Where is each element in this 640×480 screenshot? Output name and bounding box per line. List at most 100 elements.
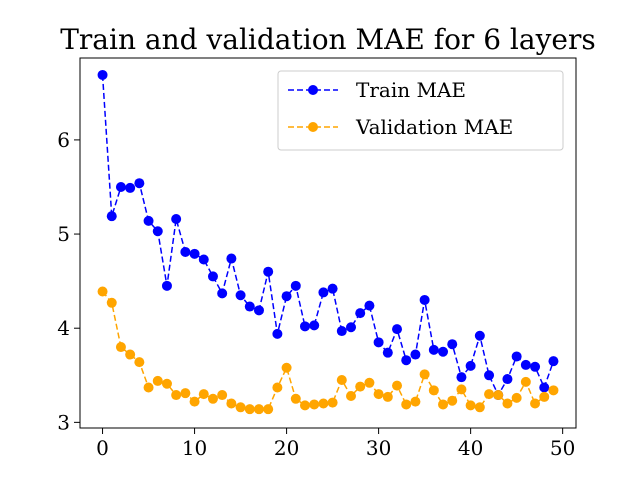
train-mae-point: [207, 271, 218, 282]
train-mae-point: [474, 330, 485, 341]
train-mae-point: [438, 346, 449, 357]
train-mae-point: [115, 181, 126, 192]
x-axis: 0 10 20 30 40 50: [96, 428, 575, 460]
legend: Train MAE Validation MAE: [277, 70, 564, 151]
validation-mae-point: [548, 385, 559, 396]
train-mae-point: [327, 283, 338, 294]
validation-mae-point: [189, 396, 200, 407]
train-mae-point: [346, 322, 357, 333]
validation-mae-point: [382, 391, 393, 402]
train-mae-point: [171, 213, 182, 224]
legend-train-label: Train MAE: [356, 78, 466, 102]
train-mae-point: [502, 374, 513, 385]
x-tick-label: 30: [366, 436, 391, 460]
train-mae-point: [318, 287, 329, 298]
train-mae-point: [511, 351, 522, 362]
validation-mae-point: [520, 376, 531, 387]
validation-mae-point: [299, 400, 310, 411]
train-mae-point: [152, 226, 163, 237]
validation-mae-point: [235, 402, 246, 413]
train-mae-point: [290, 280, 301, 291]
train-mae-point: [548, 356, 559, 367]
x-tick-label: 50: [550, 436, 575, 460]
x-tick-label: 20: [274, 436, 299, 460]
train-mae-point: [125, 182, 136, 193]
train-mae-point: [281, 291, 292, 302]
validation-mae-point: [106, 297, 117, 308]
validation-mae-point: [318, 398, 329, 409]
train-mae-point: [539, 382, 550, 393]
train-mae-point: [97, 69, 108, 80]
train-mae-point: [226, 253, 237, 264]
validation-mae-point: [207, 393, 218, 404]
train-mae-point: [373, 337, 384, 348]
validation-mae-point: [134, 357, 145, 368]
validation-mae-point: [281, 362, 292, 373]
train-mae-point: [520, 359, 531, 370]
validation-mae-point: [474, 402, 485, 413]
validation-mae-point: [161, 378, 172, 389]
train-mae-point: [355, 308, 366, 319]
validation-mae-point: [355, 381, 366, 392]
validation-mae-point: [530, 398, 541, 409]
train-mae-point: [180, 246, 191, 257]
plot-frame: [79, 57, 577, 429]
train-mae-point: [364, 300, 375, 311]
validation-mae-point: [244, 404, 255, 415]
train-mae-point: [106, 211, 117, 222]
validation-mae-point: [309, 399, 320, 410]
train-mae-point: [336, 326, 347, 337]
validation-mae-point: [115, 342, 126, 353]
train-mae-point: [465, 360, 476, 371]
validation-mae-point: [511, 392, 522, 403]
y-tick-label: 5: [57, 222, 70, 246]
plot-area: [97, 69, 559, 415]
train-mae-point: [419, 294, 430, 305]
validation-mae-point: [97, 286, 108, 297]
train-mae-point: [392, 324, 403, 335]
train-mae-point: [134, 178, 145, 189]
validation-mae-point: [392, 380, 403, 391]
validation-mae-point: [401, 399, 412, 410]
train-mae-point: [244, 301, 255, 312]
validation-mae-point: [410, 396, 421, 407]
legend-validation-label: Validation MAE: [355, 115, 513, 139]
legend-box: [277, 70, 564, 151]
train-mae-point: [401, 355, 412, 366]
train-mae-point: [198, 254, 209, 265]
train-mae-point: [253, 305, 264, 316]
validation-mae-point: [327, 397, 338, 408]
train-mae-point: [161, 280, 172, 291]
train-mae-point: [309, 320, 320, 331]
validation-mae-point: [438, 399, 449, 410]
y-axis: 3 4 5 6: [57, 128, 80, 434]
train-mae-point: [484, 370, 495, 381]
validation-mae-point: [364, 377, 375, 388]
train-mae-point: [456, 372, 467, 383]
validation-mae-point: [447, 395, 458, 406]
train-mae-point: [235, 290, 246, 301]
validation-mae-point: [226, 398, 237, 409]
legend-validation-marker: [308, 122, 318, 132]
validation-mae-point: [419, 369, 430, 380]
train-mae-point: [447, 339, 458, 350]
train-mae-point: [530, 361, 541, 372]
train-mae-point: [382, 347, 393, 358]
train-mae-point: [272, 328, 283, 339]
validation-mae-point: [456, 384, 467, 395]
x-tick-label: 0: [96, 436, 109, 460]
train-mae-point: [143, 215, 154, 226]
x-tick-label: 10: [182, 436, 207, 460]
train-mae-point: [263, 266, 274, 277]
validation-mae-point: [484, 389, 495, 400]
train-mae-point: [189, 248, 200, 259]
train-mae-point: [428, 344, 439, 355]
validation-mae-point: [198, 389, 209, 400]
validation-mae-point: [263, 404, 274, 415]
validation-mae-point: [493, 390, 504, 401]
train-mae-point: [299, 321, 310, 332]
validation-mae-point: [180, 388, 191, 399]
y-tick-label: 6: [57, 128, 70, 152]
chart-title: Train and validation MAE for 6 layers: [60, 23, 595, 56]
